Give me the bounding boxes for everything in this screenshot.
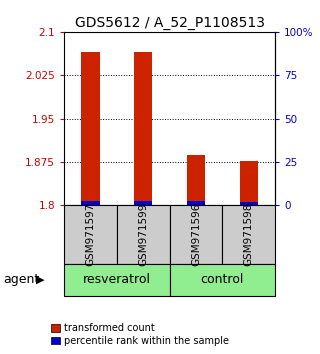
Bar xyxy=(134,52,152,205)
Bar xyxy=(240,161,258,205)
Text: control: control xyxy=(201,273,244,286)
Text: GSM971598: GSM971598 xyxy=(244,203,254,266)
Bar xyxy=(81,52,100,205)
Text: GSM971597: GSM971597 xyxy=(85,203,95,266)
Bar xyxy=(187,201,205,205)
Legend: transformed count, percentile rank within the sample: transformed count, percentile rank withi… xyxy=(51,323,229,346)
Bar xyxy=(240,202,258,205)
Bar xyxy=(134,201,152,205)
Text: ▶: ▶ xyxy=(36,275,44,285)
Text: GDS5612 / A_52_P1108513: GDS5612 / A_52_P1108513 xyxy=(75,16,265,30)
Text: resveratrol: resveratrol xyxy=(83,273,151,286)
Text: agent: agent xyxy=(3,273,39,286)
Bar xyxy=(187,155,205,205)
Text: GSM971599: GSM971599 xyxy=(138,203,148,266)
Text: GSM971596: GSM971596 xyxy=(191,203,201,266)
Bar xyxy=(81,201,100,205)
